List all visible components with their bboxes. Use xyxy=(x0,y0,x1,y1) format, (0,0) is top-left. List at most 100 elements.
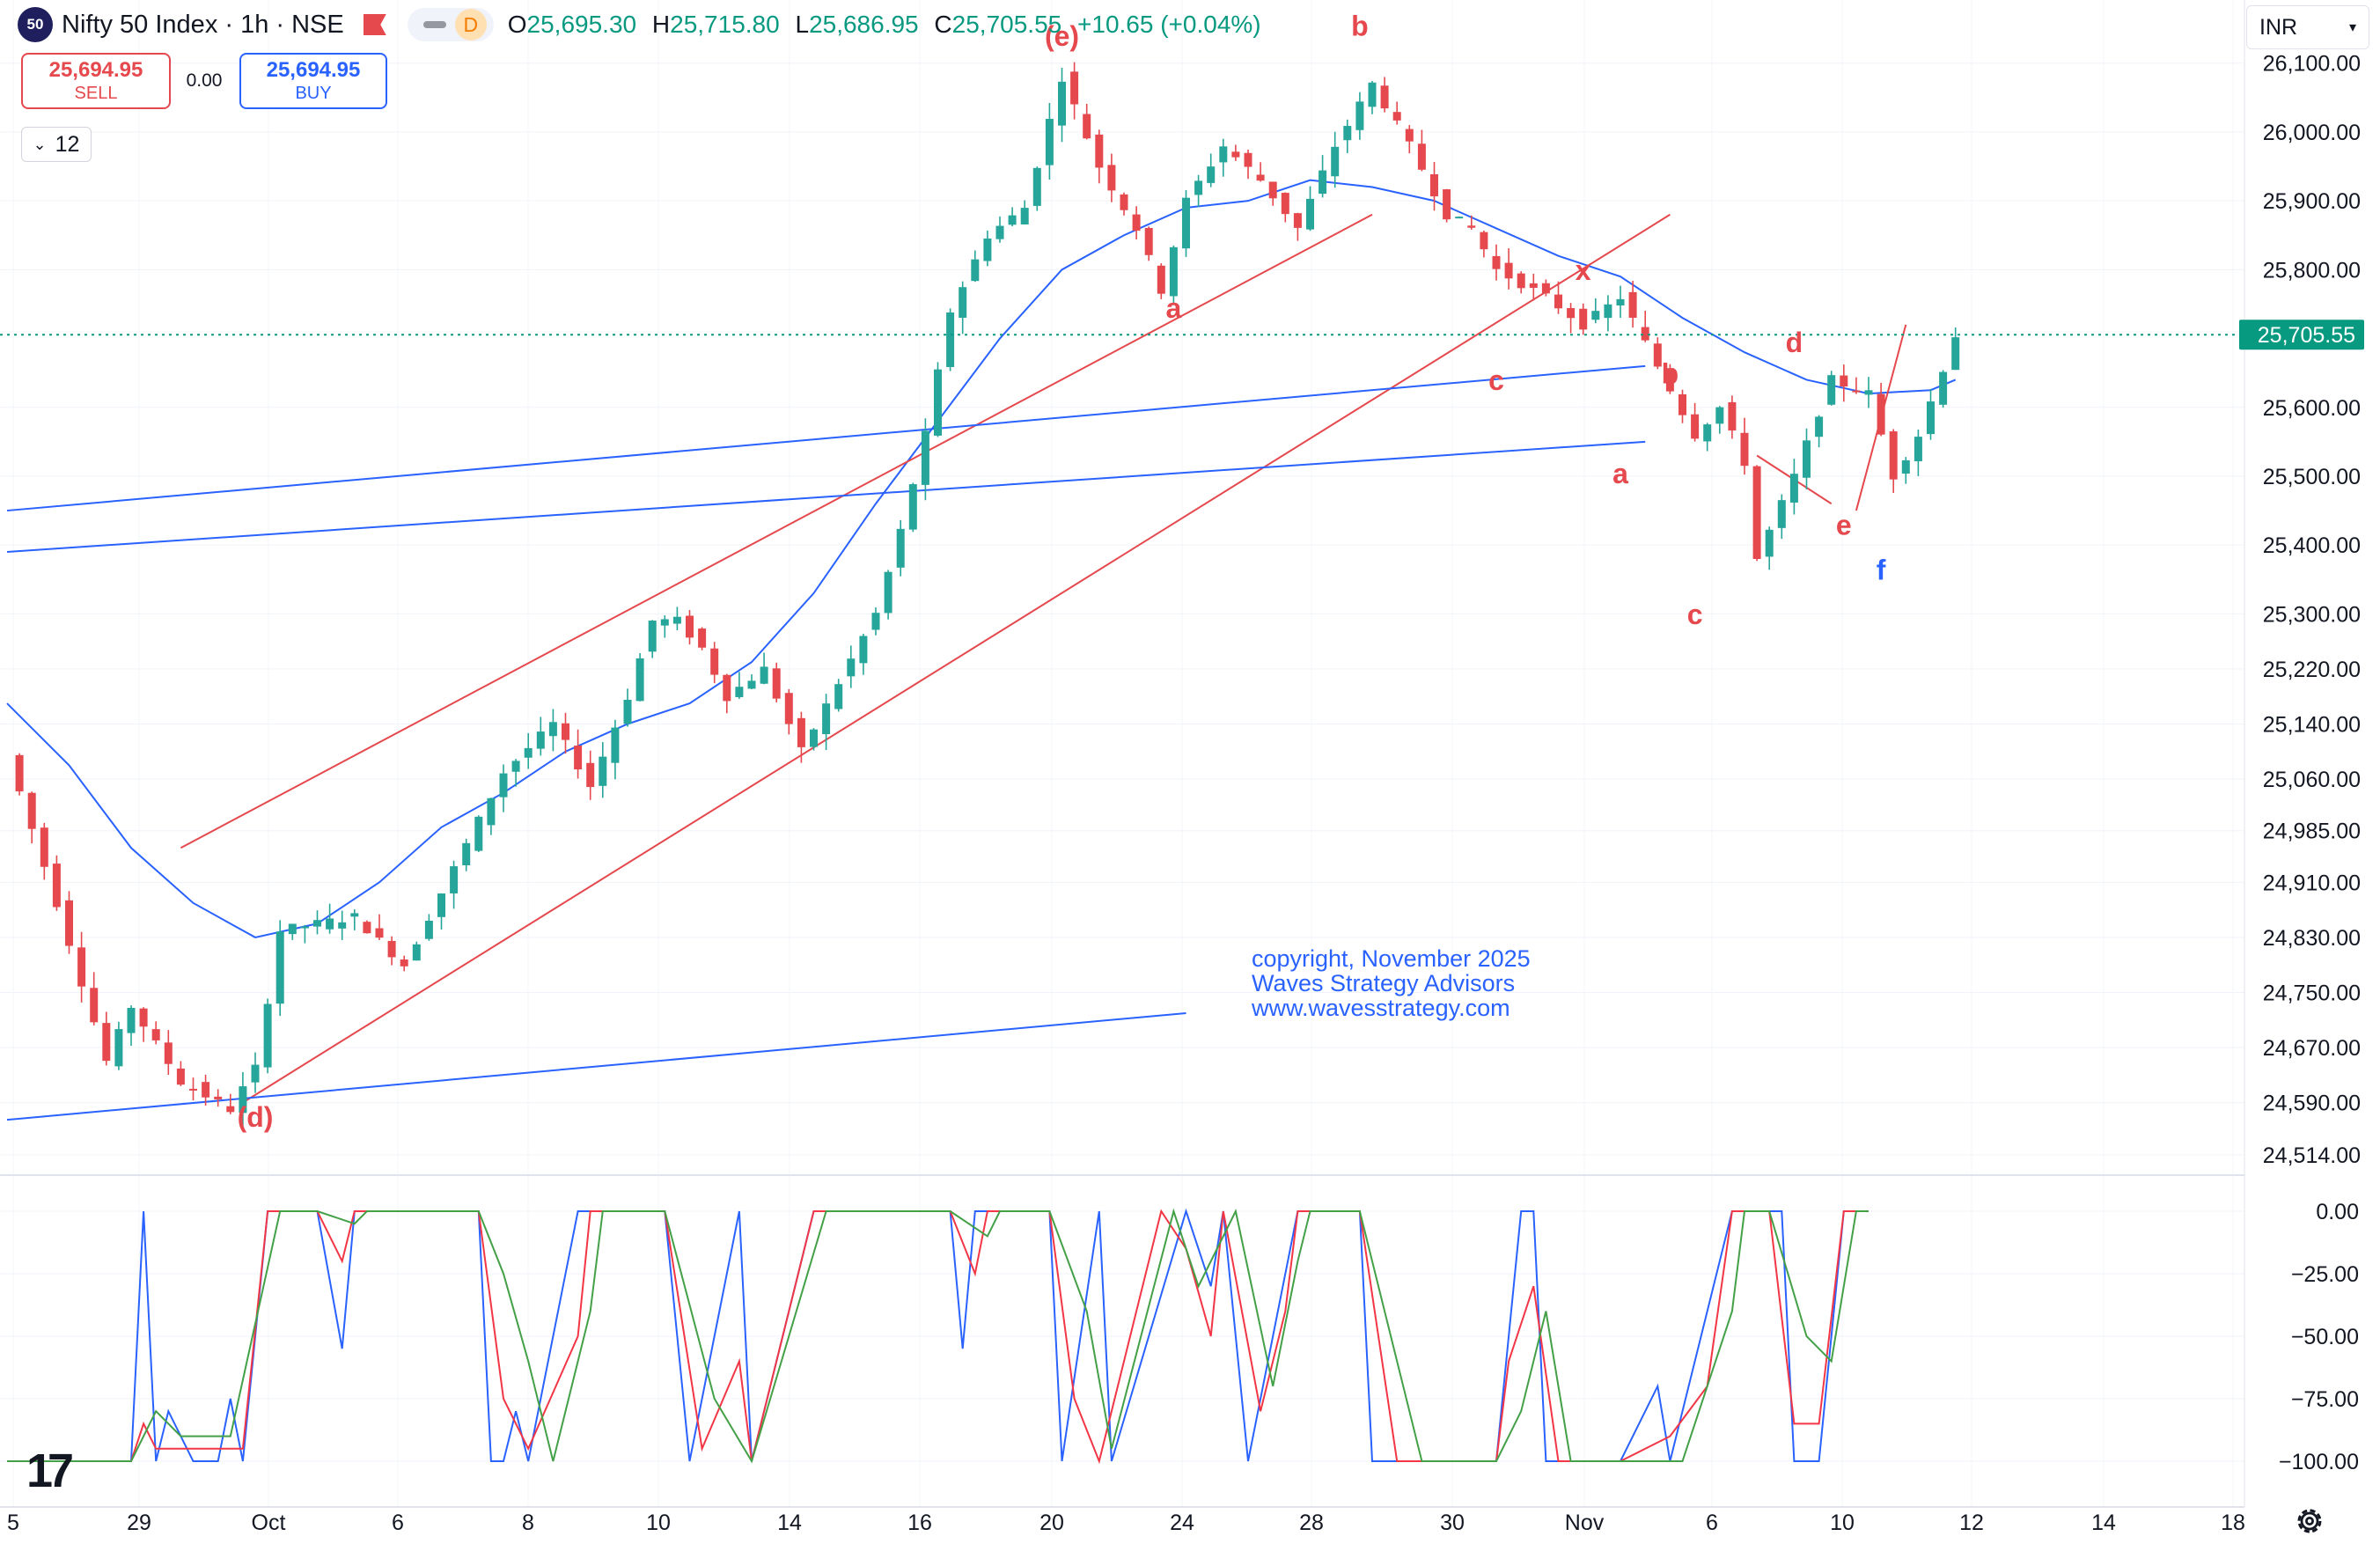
candle xyxy=(995,225,1004,239)
trendline xyxy=(242,213,1671,1104)
trendline xyxy=(180,213,1373,849)
copyright-url: www.wavesstrategy.com xyxy=(1252,995,1510,1021)
time-tick-label: 6 xyxy=(392,1511,404,1535)
buy-button[interactable]: 25,694.95 BUY xyxy=(239,53,387,109)
price-tick-label: 24,750.00 xyxy=(2263,981,2361,1005)
oscillator-tick-label: −50.00 xyxy=(2291,1325,2359,1349)
candle xyxy=(65,900,73,946)
candle xyxy=(1554,294,1562,309)
trendline xyxy=(6,364,1646,512)
oscillator-series xyxy=(7,1208,1869,1465)
candle xyxy=(474,816,483,851)
candle xyxy=(1244,152,1252,167)
price-tick-label: 24,910.00 xyxy=(2263,871,2361,895)
candle xyxy=(1207,166,1216,183)
candle xyxy=(1157,265,1165,294)
price-tick-label: 24,514.00 xyxy=(2263,1143,2361,1168)
candle xyxy=(139,1008,148,1027)
candle xyxy=(1939,371,1948,405)
candle xyxy=(437,893,445,917)
candle xyxy=(40,827,48,867)
trendlines[interactable] xyxy=(6,213,1907,1121)
candle xyxy=(921,430,929,485)
candle xyxy=(251,1064,260,1083)
candle xyxy=(400,959,408,967)
candle xyxy=(1132,214,1141,232)
interval-selector[interactable]: ⌄ 12 xyxy=(21,127,92,162)
time-tick-label: 18 xyxy=(2221,1511,2245,1535)
price-axis[interactable]: 26,100.00 26,000.00 25,900.00 25,800.00 25,6… xyxy=(2263,52,2361,1168)
candle xyxy=(524,747,533,758)
candle xyxy=(363,922,371,934)
sell-label: SELL xyxy=(74,84,118,103)
trendline xyxy=(6,440,1646,553)
candle xyxy=(1194,180,1203,195)
candle xyxy=(1765,529,1774,557)
candle xyxy=(735,687,744,697)
candle xyxy=(871,613,880,630)
candle xyxy=(1368,82,1377,107)
candle xyxy=(375,928,384,938)
candle xyxy=(1877,393,1885,435)
symbol-title[interactable]: Nifty 50 Index · 1h · NSE xyxy=(62,10,344,39)
time-tick-label: 30 xyxy=(1440,1511,1465,1535)
candle xyxy=(983,239,992,261)
price-tick-label: 24,670.00 xyxy=(2263,1036,2361,1061)
candle xyxy=(672,616,681,624)
symbol-logo[interactable]: 50 xyxy=(18,7,53,42)
candle xyxy=(127,1007,136,1033)
ohlc-values: O25,695.30 H25,715.80 L25,686.95 C25,705… xyxy=(508,11,1261,39)
flag-icon[interactable] xyxy=(363,14,386,35)
candle xyxy=(1467,225,1476,228)
candle xyxy=(686,615,694,638)
candle xyxy=(326,918,334,930)
sell-price: 25,694.95 xyxy=(48,58,143,82)
sell-button[interactable]: 25,694.95 SELL xyxy=(21,53,171,109)
candle xyxy=(586,762,595,788)
currency-selector[interactable]: INR ▾ xyxy=(2246,5,2369,49)
time-tick-label: 29 xyxy=(127,1511,151,1535)
candle xyxy=(1405,129,1414,142)
candle xyxy=(1430,173,1438,197)
candle xyxy=(1343,126,1352,141)
legend-header: 50 Nifty 50 Index · 1h · NSE D O25,695.3… xyxy=(0,0,1261,49)
candle xyxy=(239,1086,247,1114)
candle xyxy=(536,731,545,749)
high-label: H xyxy=(651,11,671,38)
candle xyxy=(1169,246,1178,297)
candle xyxy=(1417,143,1426,170)
candle xyxy=(313,920,321,927)
candle xyxy=(1045,119,1054,165)
time-axis[interactable]: 5 29 Oct 6 8 10 14 16 20 24 28 30 Nov 6 10 12 14 18 xyxy=(7,1511,2245,1535)
candle xyxy=(15,754,24,792)
delay-pill[interactable]: D xyxy=(407,8,494,41)
candle xyxy=(350,913,359,917)
candle xyxy=(1120,194,1128,210)
tradingview-logo[interactable]: 17 xyxy=(26,1444,74,1497)
candle xyxy=(1641,327,1649,341)
candle xyxy=(1803,440,1811,478)
oscillator-line xyxy=(7,1209,1869,1465)
gear-icon[interactable] xyxy=(2294,1505,2325,1537)
change-value: +10.65 (+0.04%) xyxy=(1077,11,1261,38)
candle xyxy=(1901,459,1910,474)
candle xyxy=(1703,424,1712,442)
candle xyxy=(462,842,471,865)
candle xyxy=(1008,215,1017,225)
candle xyxy=(934,369,942,436)
chevron-down-icon: ▾ xyxy=(2348,20,2356,35)
candle xyxy=(1504,262,1513,279)
price-tick-label: 25,220.00 xyxy=(2263,658,2361,682)
wave-label: d xyxy=(1786,327,1803,358)
close-value: 25,705.55 xyxy=(951,11,1062,38)
trendline xyxy=(6,1011,1186,1121)
wave-label: (e) xyxy=(1045,20,1079,52)
candle xyxy=(1281,193,1289,215)
wave-label: e xyxy=(1836,509,1852,540)
candle xyxy=(412,944,421,961)
candle xyxy=(1455,217,1464,219)
candle xyxy=(27,792,36,829)
candle xyxy=(1579,308,1588,330)
wave-label: a xyxy=(1166,292,1182,324)
